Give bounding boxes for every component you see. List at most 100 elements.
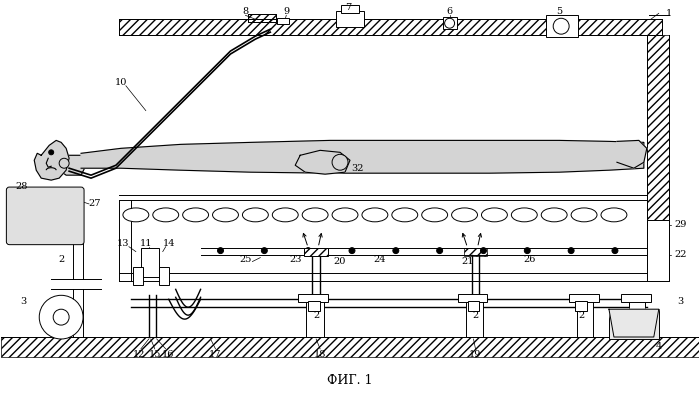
Text: 11: 11: [139, 239, 152, 248]
Ellipse shape: [183, 208, 209, 222]
Text: 28: 28: [15, 182, 27, 191]
Text: 23: 23: [289, 255, 302, 264]
Bar: [468, 301, 480, 311]
Ellipse shape: [392, 208, 418, 222]
Polygon shape: [295, 151, 350, 174]
Bar: [458, 294, 487, 302]
Ellipse shape: [512, 208, 538, 222]
Text: 19: 19: [469, 350, 482, 359]
Text: 12: 12: [132, 350, 145, 359]
Text: 2: 2: [313, 310, 319, 320]
Bar: [577, 299, 593, 337]
Text: 2: 2: [578, 310, 584, 320]
Text: 26: 26: [523, 255, 536, 264]
Circle shape: [612, 248, 618, 254]
Circle shape: [553, 18, 569, 34]
Bar: [133, 268, 143, 285]
Circle shape: [305, 248, 312, 254]
Text: 2: 2: [58, 255, 64, 264]
Bar: [569, 294, 599, 302]
Bar: [463, 248, 487, 256]
Circle shape: [218, 248, 223, 254]
Ellipse shape: [541, 208, 567, 222]
Text: 18: 18: [314, 350, 326, 359]
Text: 7: 7: [345, 3, 351, 12]
Text: 3: 3: [678, 297, 684, 306]
Circle shape: [60, 158, 69, 168]
Bar: [248, 14, 276, 22]
Ellipse shape: [242, 208, 268, 222]
Bar: [575, 301, 587, 311]
Text: 5: 5: [556, 7, 562, 16]
Text: 13: 13: [117, 239, 130, 248]
Polygon shape: [617, 140, 647, 168]
Ellipse shape: [153, 208, 178, 222]
Bar: [546, 15, 578, 37]
Bar: [306, 299, 324, 337]
Bar: [159, 268, 169, 285]
Bar: [647, 220, 668, 281]
Bar: [609, 309, 659, 339]
Circle shape: [349, 248, 355, 254]
Text: 24: 24: [374, 255, 386, 264]
Bar: [119, 19, 661, 35]
Ellipse shape: [123, 208, 149, 222]
Text: 22: 22: [674, 250, 687, 259]
Bar: [304, 248, 328, 256]
Polygon shape: [609, 309, 659, 337]
Bar: [1, 337, 699, 357]
Text: 20: 20: [334, 257, 346, 266]
Circle shape: [393, 248, 399, 254]
Bar: [308, 301, 320, 311]
Text: 8: 8: [242, 7, 248, 16]
Bar: [248, 14, 276, 22]
Text: 14: 14: [162, 239, 175, 248]
Ellipse shape: [213, 208, 239, 222]
Text: 10: 10: [115, 78, 127, 87]
Ellipse shape: [601, 208, 627, 222]
Polygon shape: [81, 140, 644, 173]
Ellipse shape: [362, 208, 388, 222]
Bar: [442, 17, 456, 29]
Text: 16: 16: [162, 350, 174, 359]
Text: 32: 32: [351, 164, 364, 173]
Text: 27: 27: [89, 199, 102, 208]
Text: 29: 29: [675, 220, 687, 229]
Circle shape: [568, 248, 574, 254]
Bar: [466, 299, 484, 337]
Circle shape: [332, 154, 348, 170]
Circle shape: [480, 248, 486, 254]
Text: 17: 17: [209, 350, 222, 359]
Text: 2: 2: [473, 310, 479, 320]
Text: 3: 3: [20, 297, 27, 306]
Bar: [647, 35, 668, 281]
Text: ФИГ. 1: ФИГ. 1: [328, 374, 372, 387]
Bar: [277, 18, 289, 24]
Ellipse shape: [302, 208, 328, 222]
Ellipse shape: [421, 208, 447, 222]
Text: 15: 15: [148, 350, 161, 359]
Bar: [298, 294, 328, 302]
Ellipse shape: [482, 208, 508, 222]
Circle shape: [261, 248, 267, 254]
FancyBboxPatch shape: [6, 187, 84, 245]
Circle shape: [39, 295, 83, 339]
Text: 1: 1: [666, 9, 672, 18]
Text: 6: 6: [447, 7, 453, 16]
Text: 21: 21: [461, 257, 474, 266]
Ellipse shape: [571, 208, 597, 222]
Circle shape: [437, 248, 442, 254]
Text: 9: 9: [284, 7, 289, 16]
Bar: [336, 11, 364, 27]
Ellipse shape: [452, 208, 477, 222]
Text: 25: 25: [239, 255, 251, 264]
Circle shape: [49, 150, 54, 155]
Bar: [141, 248, 159, 277]
Ellipse shape: [272, 208, 298, 222]
Bar: [341, 6, 359, 13]
Text: 4: 4: [656, 342, 662, 351]
Polygon shape: [60, 155, 86, 175]
Bar: [629, 299, 645, 337]
Circle shape: [53, 309, 69, 325]
Bar: [621, 294, 651, 302]
